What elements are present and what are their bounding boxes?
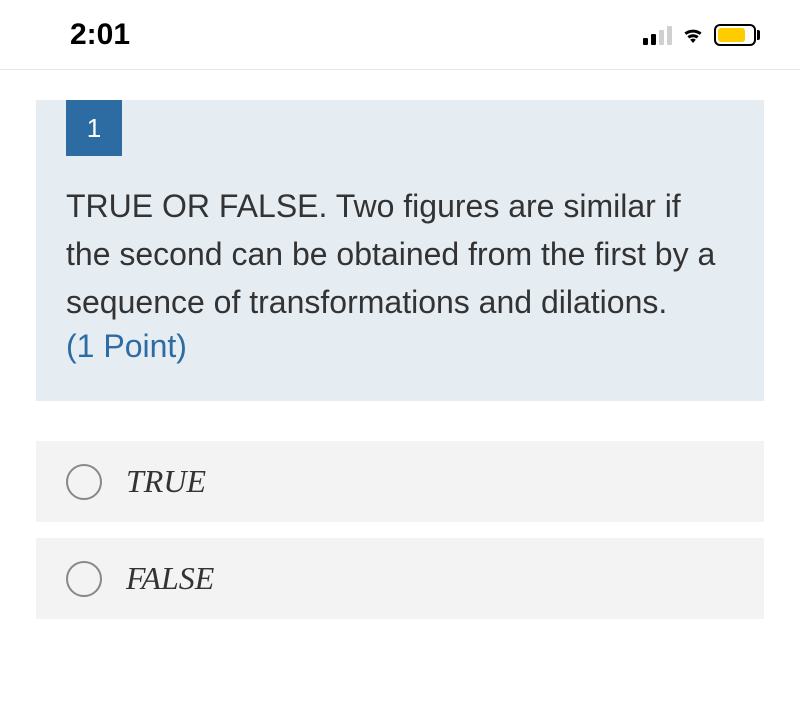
option-false[interactable]: FALSE [36,538,764,619]
status-icons [643,24,760,46]
signal-icon [643,25,672,45]
radio-icon [66,464,102,500]
question-card: 1 TRUE OR FALSE. Two figures are similar… [36,100,764,401]
question-points: (1 Point) [66,328,734,365]
radio-icon [66,561,102,597]
content-area: 1 TRUE OR FALSE. Two figures are similar… [0,70,800,619]
option-label: FALSE [126,560,214,597]
status-time: 2:01 [70,18,130,52]
options-list: TRUE FALSE [36,441,764,619]
wifi-icon [680,25,706,45]
option-true[interactable]: TRUE [36,441,764,522]
question-text: TRUE OR FALSE. Two figures are similar i… [66,182,734,326]
battery-fill [718,28,745,42]
battery-icon [714,24,760,46]
option-label: TRUE [126,463,206,500]
status-bar: 2:01 [0,0,800,70]
question-number-badge: 1 [66,100,122,156]
